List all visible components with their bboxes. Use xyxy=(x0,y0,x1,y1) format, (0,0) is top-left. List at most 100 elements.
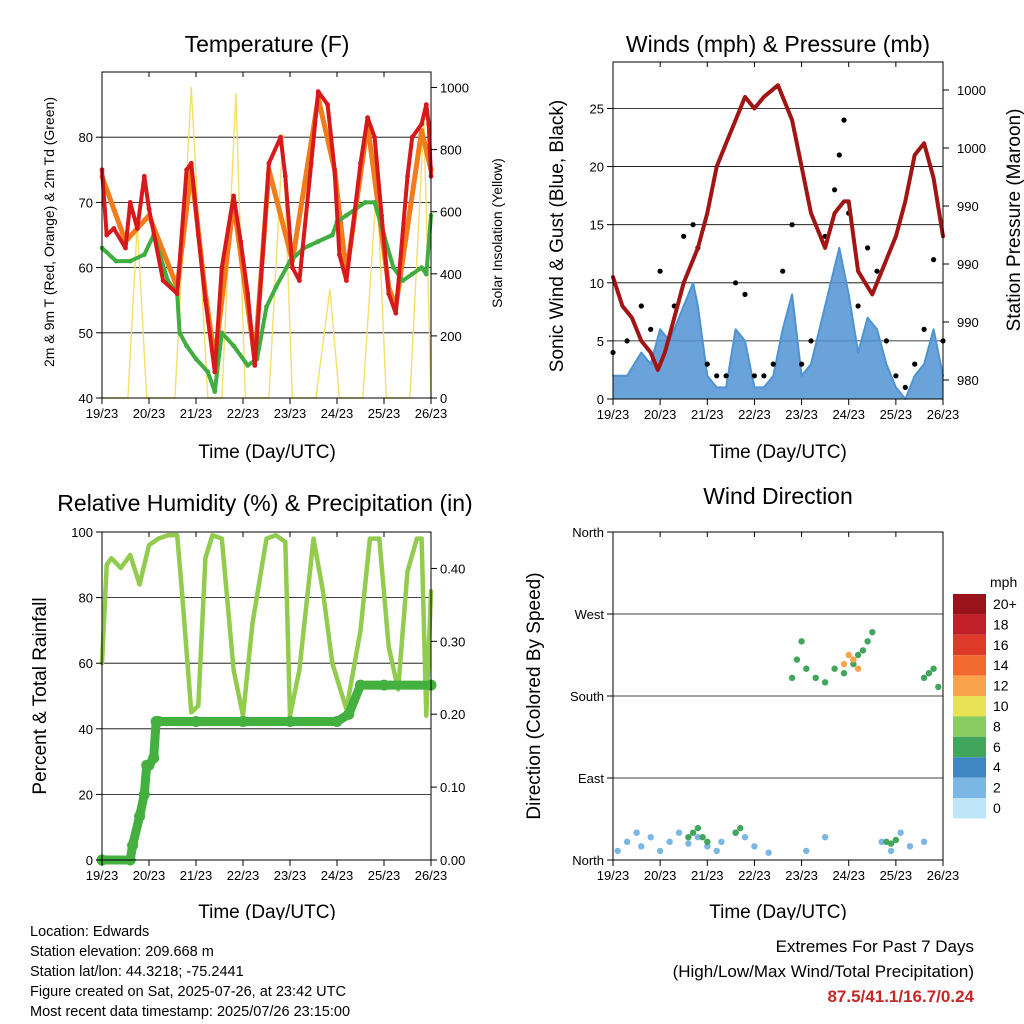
wind-direction-point xyxy=(906,843,914,850)
pressure-y-label: Station Pressure (Maroon) xyxy=(1004,109,1024,332)
x-tick-label: 20/23 xyxy=(133,868,166,883)
solar-y-label: Solar Insolation (Yellow) xyxy=(489,158,505,308)
x-tick-label: 23/23 xyxy=(785,868,818,883)
station-latlon: Station lat/lon: 44.3218; -75.2441 xyxy=(30,964,244,980)
wind-direction-point xyxy=(897,829,904,836)
temperature-2m-point xyxy=(195,232,201,238)
wind-direction-point xyxy=(854,665,862,672)
temperature-2m-point xyxy=(231,193,237,199)
dewpoint-point xyxy=(219,330,225,336)
wind-direction-point xyxy=(638,843,645,850)
speed-legend-title: mph xyxy=(990,574,1017,590)
temperature-2m-point xyxy=(290,265,295,270)
legend-swatch xyxy=(953,777,986,798)
legend-label: 16 xyxy=(993,637,1009,653)
gust-point xyxy=(912,361,918,367)
y2-tick-label: 1000 xyxy=(957,83,986,98)
y-tick-label: North xyxy=(572,525,604,540)
wind-direction-point xyxy=(694,834,702,841)
x-tick-label: 21/23 xyxy=(691,407,724,422)
wind-direction-series xyxy=(614,629,942,856)
wind-direction-point xyxy=(850,656,857,663)
wind-direction-y-ticks: North East South West North xyxy=(570,525,613,868)
temperature-2m-point xyxy=(282,173,288,179)
winds-y-label: Sonic Wind & Gust (Blue, Black) xyxy=(547,100,568,372)
dewpoint-point xyxy=(315,239,321,244)
wind-direction-point xyxy=(925,670,933,677)
legend-label: 4 xyxy=(993,759,1001,775)
gust-point xyxy=(921,326,927,332)
x-tick-label: 25/23 xyxy=(880,868,913,883)
y-tick-label: 40 xyxy=(79,391,93,406)
precipitation-point xyxy=(331,716,343,727)
x-tick-label: 26/23 xyxy=(415,868,448,883)
precipitation-point xyxy=(284,716,296,727)
dewpoint-point xyxy=(205,369,211,375)
legend-label: 8 xyxy=(993,718,1001,734)
gust-point xyxy=(874,268,880,274)
temperature-2m-point xyxy=(203,297,208,303)
wind-direction-x-label: Time (Day/UTC) xyxy=(709,902,847,920)
x-tick-label: 22/23 xyxy=(227,868,260,883)
dewpoint-point xyxy=(391,265,396,270)
temperature-2m-point xyxy=(344,278,349,283)
x-tick-label: 20/23 xyxy=(644,407,677,422)
temperature-y2-ticks: 0 200 400 600 800 1000 xyxy=(431,81,469,406)
temperature-2m-point xyxy=(238,239,244,244)
pressure-line xyxy=(611,83,945,372)
wind-direction-point xyxy=(765,849,772,856)
y-tick-label: 70 xyxy=(79,195,93,210)
wind-direction-title: Wind Direction xyxy=(703,483,853,509)
legend-label: 18 xyxy=(993,616,1009,632)
meteogram-figure: Temperature (F) 19/23 20/23 21/23 22/23 23/2… xyxy=(30,31,1024,920)
humidity-title: Relative Humidity (%) & Precipitation (i… xyxy=(57,490,472,516)
wind-direction-point xyxy=(920,838,928,845)
temperature-2m-point xyxy=(325,102,330,107)
precipitation-point xyxy=(343,708,355,720)
temperature-2m-point xyxy=(426,121,432,127)
wind-direction-point xyxy=(798,638,805,645)
gust-point xyxy=(893,373,899,379)
temperature-2m-point xyxy=(160,278,166,283)
y2-tick-label: 990 xyxy=(957,257,979,272)
x-tick-label: 25/23 xyxy=(880,407,913,422)
precipitation-point xyxy=(355,679,366,691)
y2-tick-label: 0.30 xyxy=(440,634,465,649)
dewpoint-point xyxy=(245,363,251,368)
temperature-2m-line xyxy=(100,89,433,374)
temperature-2m-point xyxy=(266,160,272,166)
wind-direction-point xyxy=(831,665,838,672)
extremes-box: Extremes For Past 7 Days (High/Low/Max W… xyxy=(673,934,974,1009)
wind-direction-point xyxy=(699,834,706,841)
legend-swatch xyxy=(953,675,986,696)
winds-series xyxy=(610,83,946,400)
x-tick-label: 20/23 xyxy=(133,406,166,421)
y2-tick-label: 990 xyxy=(957,199,979,214)
legend-swatch xyxy=(953,798,986,819)
x-tick-label: 19/23 xyxy=(86,868,119,883)
humidity-plot-frame xyxy=(101,531,432,861)
y-tick-label: 0 xyxy=(597,392,604,407)
gust-point xyxy=(902,384,908,390)
gust-point xyxy=(841,117,847,123)
precipitation-point xyxy=(134,810,146,822)
wind-direction-point xyxy=(685,834,692,841)
dewpoint-point xyxy=(113,258,119,264)
gust-point xyxy=(855,303,861,309)
y-tick-label: 50 xyxy=(79,326,93,341)
y-tick-label: 60 xyxy=(79,261,93,276)
gust-point xyxy=(723,373,729,379)
humidity-panel: Relative Humidity (%) & Precipitation (i… xyxy=(30,490,473,920)
temperature-2m-point xyxy=(104,232,110,238)
station-location: Location: Edwards xyxy=(30,924,150,940)
x-tick-label: 20/23 xyxy=(644,868,677,883)
gust-point xyxy=(808,338,814,344)
y2-tick-label: 0.10 xyxy=(440,780,465,795)
temperature-2m-point xyxy=(386,291,392,297)
temperature-2m-point xyxy=(146,206,152,212)
x-tick-label: 22/23 xyxy=(738,868,771,883)
gust-point xyxy=(733,280,739,286)
gust-point xyxy=(836,152,842,158)
temperature-2m-point xyxy=(297,278,302,283)
temperature-2m-point xyxy=(332,167,337,173)
